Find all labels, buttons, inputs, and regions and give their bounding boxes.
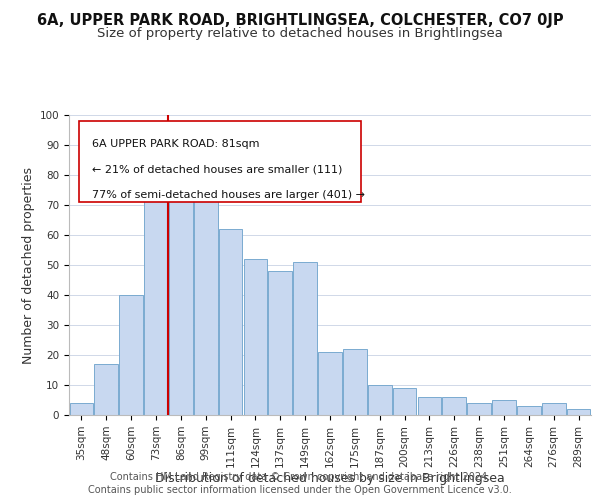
Text: 77% of semi-detached houses are larger (401) →: 77% of semi-detached houses are larger (… [92,190,365,200]
Text: Contains public sector information licensed under the Open Government Licence v3: Contains public sector information licen… [88,485,512,495]
Bar [442,397,466,415]
Bar [70,403,93,415]
Bar [194,178,218,415]
X-axis label: Distribution of detached houses by size in Brightlingsea: Distribution of detached houses by size … [155,472,505,486]
Text: 6A UPPER PARK ROAD: 81sqm: 6A UPPER PARK ROAD: 81sqm [92,139,260,149]
Bar [492,400,516,415]
Y-axis label: Number of detached properties: Number of detached properties [22,166,35,364]
Bar [94,364,118,415]
Text: ← 21% of detached houses are smaller (111): ← 21% of detached houses are smaller (11… [92,164,343,174]
Bar [368,385,392,415]
Bar [318,352,342,415]
Bar [393,388,416,415]
Bar [467,403,491,415]
Bar [517,406,541,415]
Text: 6A, UPPER PARK ROAD, BRIGHTLINGSEA, COLCHESTER, CO7 0JP: 6A, UPPER PARK ROAD, BRIGHTLINGSEA, COLC… [37,12,563,28]
Bar [567,409,590,415]
Bar [343,349,367,415]
Bar [418,397,441,415]
Text: Contains HM Land Registry data © Crown copyright and database right 2024.: Contains HM Land Registry data © Crown c… [110,472,490,482]
Bar [244,259,267,415]
Bar [219,229,242,415]
Bar [268,271,292,415]
Bar [119,295,143,415]
Text: Size of property relative to detached houses in Brightlingsea: Size of property relative to detached ho… [97,28,503,40]
Bar [144,166,168,415]
Bar [293,262,317,415]
FancyBboxPatch shape [79,121,361,202]
Bar [169,169,193,415]
Bar [542,403,566,415]
